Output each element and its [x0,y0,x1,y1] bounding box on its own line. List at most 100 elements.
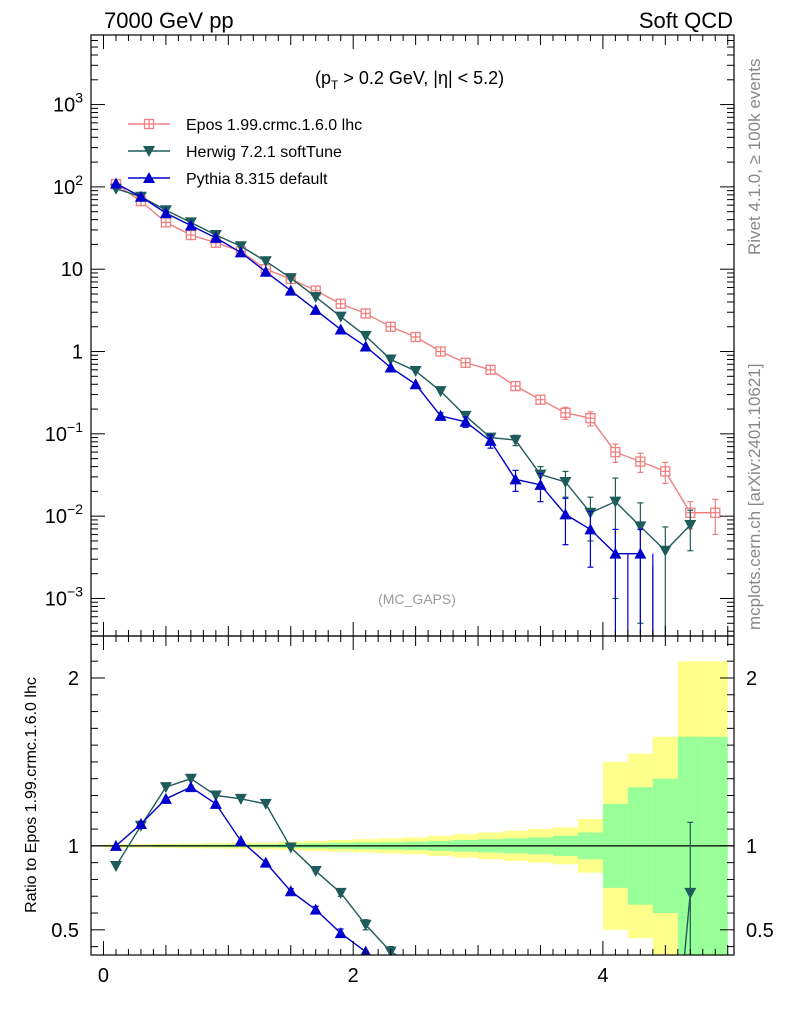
ratio-series-line [683,892,691,955]
main-point [259,265,272,277]
main-point [360,308,371,319]
ratio-point [410,962,422,973]
main-series-line [115,188,691,552]
main-point [559,508,572,520]
main-point [435,346,446,357]
main-errbar [612,528,619,636]
main-point [335,298,346,309]
ratio-point [334,927,347,939]
main-point [409,378,422,390]
ratio-plot-area [91,661,734,973]
main-point [284,284,297,296]
legend-marker [143,118,155,130]
ratio-point [159,782,172,794]
ratio-point [209,790,222,802]
main-ytick-base: 10 [61,259,83,281]
main-point [185,229,197,241]
ratio-point [234,793,247,805]
main-point [385,321,396,332]
ratio-axes: 0.5 0.5 1 1 2 2 0 2 4 [51,635,774,987]
ratio-point [159,792,172,804]
main-errbar [587,510,594,568]
main-ytick-exp: −2 [67,501,83,517]
legend-marker [143,172,155,183]
main-ytick-base: 10 [53,95,75,117]
main-ytick-label: 10−3 [45,583,83,610]
main-point [609,496,622,508]
uncertainty-bands [103,661,728,955]
ratio-point [309,903,322,915]
main-point [434,409,447,421]
header-left: 7000 GeV pp [104,8,234,33]
main-ytick-base: 10 [45,506,67,528]
main-point [659,545,672,557]
main-point [109,177,122,189]
main-errbar [637,528,644,636]
ratio-point [134,818,147,830]
main-point [234,246,247,258]
main-ytick-exp: −3 [67,583,83,599]
ratio-ytick-label-right: 2 [746,668,757,690]
main-point [584,523,597,535]
main-ytick-label: 102 [53,172,83,199]
ratio-point [259,856,272,868]
main-point [434,386,447,398]
main-errbar [562,497,569,546]
ratio-point [284,885,297,897]
main-point [510,380,521,392]
main-point [309,291,322,303]
main-point [660,466,671,477]
cut-annotation-rest: > 0.2 GeV, |η| < 5.2) [338,68,504,88]
rivet-label: Rivet 4.1.0, ≥ 100k events [745,59,764,255]
main-plot-area [109,177,721,636]
xtick-label: 4 [597,965,608,987]
main-point [309,303,322,315]
legend-entry-1: Herwig 7.2.1 softTune [128,144,342,161]
main-point [359,330,372,342]
cut-annotation-sub: T [331,78,339,92]
main-series-1 [109,183,697,636]
main-point [509,473,522,485]
main-point [134,190,147,202]
main-point [459,415,472,427]
ratio-point [184,781,197,793]
main-point [710,507,721,518]
ratio-point [109,839,122,851]
main-ytick-base: 10 [45,588,67,610]
ratio-point [684,887,697,899]
main-ytick-label: 10 [61,259,83,281]
main-series-line [115,182,641,555]
ratio-point [334,887,347,899]
main-point [559,476,572,488]
main-point [160,217,172,228]
main-point [684,520,697,532]
main-ytick-base: 1 [72,342,83,364]
main-ytick-label: 10−2 [45,501,83,528]
header-right: Soft QCD [639,8,733,33]
ratio-point [284,842,297,854]
main-ytick-base: 10 [45,424,67,446]
ratio-ytick-label-right: 0.5 [746,920,774,942]
ratio-point [184,773,197,785]
ratio-point [309,866,322,878]
main-point [585,413,596,424]
main-point [410,331,421,343]
main-point [384,361,397,373]
ratio-ytick-label-left: 2 [68,668,79,690]
main-point [209,231,222,243]
legend-entry-0: Epos 1.99.crmc.1.6.0 lhc [128,117,362,134]
main-point [610,446,621,458]
main-point [184,219,197,231]
legend-entry-2: Pythia 8.315 default [128,171,328,188]
main-point [509,435,522,447]
ratio-point [359,919,372,931]
ratio-ytick-label-left: 0.5 [51,920,79,942]
legend-label: Pythia 8.315 default [186,171,328,188]
main-ytick-exp: −1 [67,419,83,435]
ratio-point [259,798,272,810]
legend-marker [143,146,155,157]
main-ytick-label: 103 [53,90,83,117]
main-point [484,434,497,446]
